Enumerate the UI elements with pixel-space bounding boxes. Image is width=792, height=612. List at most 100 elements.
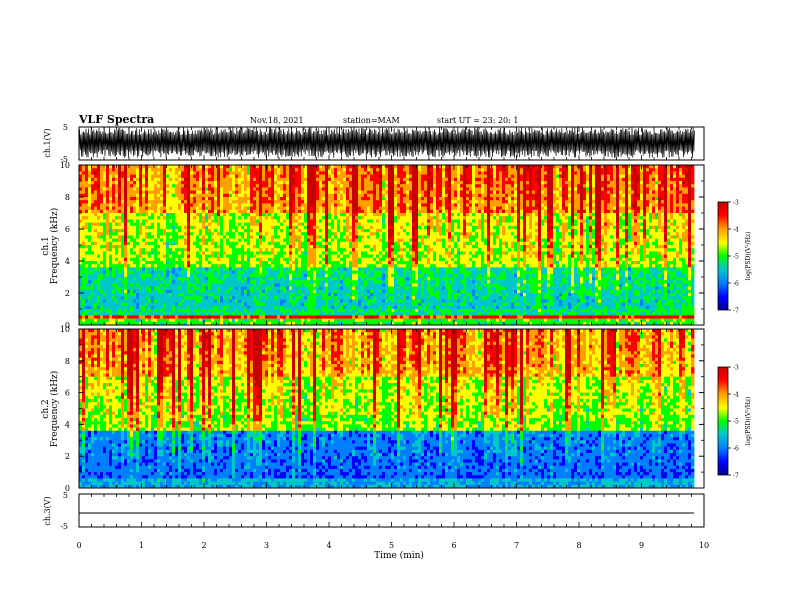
spectrogram-cell bbox=[631, 209, 635, 214]
spectrogram-cell bbox=[79, 254, 98, 259]
spectrogram-cell bbox=[295, 168, 299, 172]
spectrogram-cell bbox=[484, 216, 488, 220]
spectrogram-cell bbox=[658, 267, 662, 271]
spectrogram-cell bbox=[568, 261, 572, 265]
spectrogram-cell bbox=[544, 206, 548, 211]
spectrogram-cell bbox=[196, 251, 200, 255]
spectrogram-cell bbox=[565, 203, 569, 207]
spectrogram-cell bbox=[127, 181, 134, 185]
spectrogram-cell bbox=[106, 232, 110, 236]
spectrogram-cell bbox=[226, 235, 230, 239]
spectrogram-cell bbox=[664, 216, 668, 220]
spectrogram-cell bbox=[148, 190, 161, 195]
spectrogram-cell bbox=[601, 213, 605, 217]
spectrogram-cell bbox=[337, 241, 341, 246]
spectrogram-cell bbox=[487, 200, 491, 204]
spectrogram-cell bbox=[316, 203, 323, 207]
spectrogram-cell bbox=[259, 193, 263, 198]
spectrogram-cell bbox=[406, 213, 413, 217]
spectrogram-cell bbox=[688, 206, 692, 211]
spectrogram-cell bbox=[616, 232, 620, 236]
spectrogram-cell bbox=[373, 187, 377, 191]
spectrogram-cell bbox=[451, 203, 455, 207]
spectrogram-cell bbox=[649, 225, 653, 230]
spectrogram-cell bbox=[409, 273, 416, 278]
spectrogram-cell bbox=[517, 257, 521, 262]
spectrogram-cell bbox=[640, 181, 644, 185]
spectrogram-cell bbox=[151, 270, 155, 275]
spectrogram-cell bbox=[127, 177, 131, 182]
spectrogram-cell bbox=[289, 251, 293, 255]
spectrogram-cell bbox=[526, 213, 533, 217]
spectrogram-cell bbox=[385, 232, 389, 236]
spectrogram-cell bbox=[358, 168, 365, 172]
spectrogram-cell bbox=[349, 187, 353, 191]
spectrogram-cell bbox=[604, 248, 608, 252]
spectrogram-cell bbox=[349, 264, 353, 268]
spectrogram-cell bbox=[166, 171, 176, 175]
spectrogram-cell bbox=[259, 184, 263, 188]
spectrogram-cell bbox=[373, 193, 377, 198]
spectrogram-cell bbox=[562, 171, 566, 175]
spectrogram-cell bbox=[145, 165, 149, 169]
spectrogram-cell bbox=[184, 193, 188, 198]
spectrogram-cell bbox=[208, 241, 212, 246]
spectrogram-cell bbox=[271, 235, 275, 239]
spectrogram-cell bbox=[229, 171, 242, 175]
spectrogram-cell bbox=[424, 184, 428, 188]
spectrogram-cell bbox=[595, 235, 602, 239]
spectrogram-cell bbox=[616, 264, 620, 268]
spectrogram-cell bbox=[331, 225, 335, 230]
spectrogram-cell bbox=[349, 216, 353, 220]
spectrogram-cell bbox=[142, 197, 146, 201]
spectrogram-cell bbox=[142, 200, 146, 204]
spectrogram-cell bbox=[430, 206, 434, 211]
spectrogram-cell bbox=[580, 190, 584, 195]
spectrogram-cell bbox=[97, 197, 104, 201]
spectrogram-cell bbox=[256, 245, 260, 249]
spectrogram-cell bbox=[499, 257, 512, 262]
spectrogram-cell bbox=[109, 171, 119, 175]
spectrogram-cell bbox=[319, 209, 323, 214]
spectrogram-cell bbox=[574, 190, 578, 195]
spectrogram-cell bbox=[292, 273, 302, 278]
spectrogram-cell bbox=[235, 245, 242, 249]
spectrogram-cell bbox=[421, 235, 425, 239]
spectrogram-cell bbox=[442, 174, 446, 179]
spectrogram-cell bbox=[289, 200, 293, 204]
spectrogram-cell bbox=[505, 197, 509, 201]
spectrogram-cell bbox=[412, 235, 419, 239]
spectrogram-cell bbox=[199, 241, 203, 246]
spectrogram-cell bbox=[190, 216, 194, 220]
spectrogram-cell bbox=[115, 206, 125, 211]
spectrogram-cell bbox=[643, 264, 650, 268]
spectrogram-cell bbox=[508, 203, 518, 207]
spectrogram-cell bbox=[622, 245, 626, 249]
spectrogram-cell bbox=[85, 251, 95, 255]
spectrogram-cell bbox=[559, 245, 563, 249]
spectrogram-cell bbox=[214, 238, 221, 243]
spectrogram-cell bbox=[148, 251, 152, 255]
spectrogram-cell bbox=[175, 190, 182, 195]
spectrogram-cell bbox=[346, 270, 353, 275]
spectrogram-cell bbox=[553, 273, 566, 278]
spectrogram-cell bbox=[466, 190, 470, 195]
spectrogram-cell bbox=[481, 261, 485, 265]
spectrogram-cell bbox=[688, 229, 692, 233]
spectrogram-cell bbox=[322, 184, 326, 188]
spectrogram-cell bbox=[307, 219, 317, 223]
spectrogram-cell bbox=[616, 187, 620, 191]
spectrogram-cell bbox=[289, 219, 293, 223]
spectrogram-cell bbox=[433, 273, 446, 278]
spectrogram-cell bbox=[490, 216, 494, 220]
spectrogram-cell bbox=[427, 222, 434, 227]
spectrogram-cell bbox=[145, 213, 149, 217]
spectrogram-cell bbox=[361, 174, 368, 179]
spectrogram-cell bbox=[562, 222, 569, 227]
spectrogram-cell bbox=[568, 225, 572, 230]
spectrogram-cell bbox=[592, 261, 596, 265]
spectrogram-cell bbox=[472, 264, 476, 268]
spectrogram-cell bbox=[586, 245, 590, 249]
spectrogram-cell bbox=[517, 187, 521, 191]
spectrogram-cell bbox=[328, 222, 335, 227]
